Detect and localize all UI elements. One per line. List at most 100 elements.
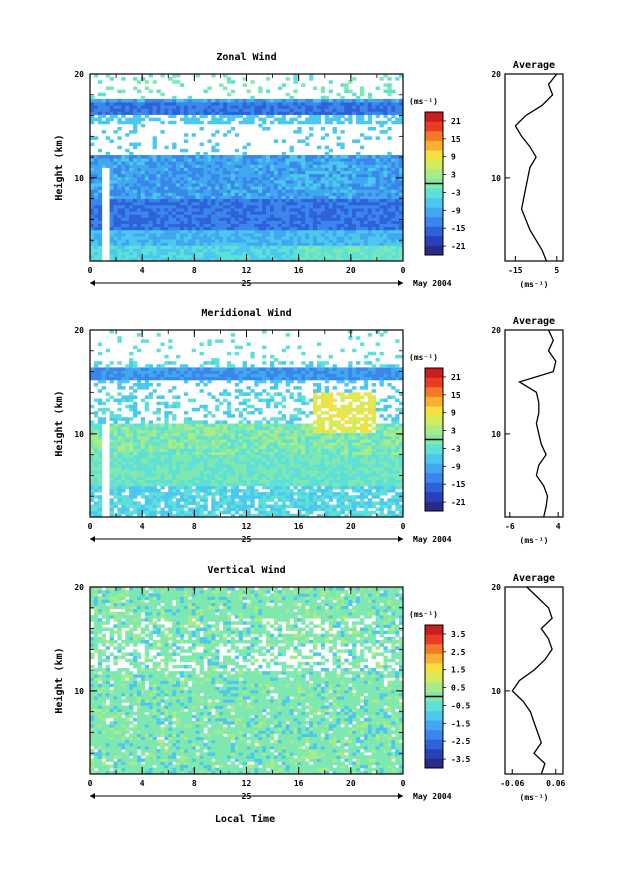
heatmap-cell bbox=[277, 242, 283, 246]
heatmap-cell bbox=[223, 370, 228, 375]
heatmap-cell bbox=[262, 214, 267, 218]
heatmap-cell bbox=[148, 220, 153, 224]
heatmap-cell bbox=[179, 248, 185, 253]
heatmap-cell bbox=[129, 510, 134, 515]
heatmap-cell bbox=[203, 501, 208, 505]
heatmap-cell bbox=[281, 108, 287, 112]
heatmap-cell bbox=[113, 214, 118, 218]
heatmap-cell bbox=[168, 214, 173, 218]
heatmap-cell bbox=[117, 220, 122, 224]
heatmap-cell bbox=[375, 223, 380, 228]
heatmap-cell bbox=[238, 192, 243, 196]
heatmap-cell bbox=[363, 105, 369, 109]
heatmap-cell bbox=[144, 211, 150, 215]
heatmap-cell bbox=[187, 248, 193, 253]
heatmap-cell bbox=[176, 373, 181, 378]
heatmap-cell bbox=[215, 201, 220, 206]
heatmap-cell bbox=[183, 476, 189, 480]
heatmap-cell bbox=[203, 479, 208, 484]
heatmap-cell bbox=[359, 170, 365, 175]
heatmap-cell bbox=[309, 183, 314, 187]
heatmap-cell bbox=[277, 161, 283, 165]
heatmap-cell bbox=[172, 114, 177, 119]
heatmap-cell bbox=[172, 198, 177, 203]
heatmap-cell bbox=[289, 155, 294, 159]
heatmap-cell bbox=[309, 114, 314, 119]
heatmap-cell bbox=[395, 208, 400, 212]
heatmap-cell bbox=[172, 386, 177, 390]
heatmap-cell bbox=[367, 95, 373, 100]
heatmap-cell bbox=[305, 164, 310, 168]
heatmap-cell bbox=[277, 86, 283, 90]
heatmap-cell bbox=[129, 442, 134, 446]
heatmap-cell bbox=[168, 167, 173, 172]
heatmap-cell bbox=[215, 448, 220, 452]
heatmap-cell bbox=[148, 479, 153, 484]
heatmap-cell bbox=[133, 117, 138, 122]
heatmap-cell bbox=[191, 201, 197, 206]
heatmap-cell bbox=[332, 208, 337, 212]
heatmap-cell bbox=[176, 354, 181, 359]
heatmap-cell bbox=[203, 195, 208, 200]
heatmap-cell bbox=[383, 254, 388, 259]
heatmap-cell bbox=[203, 473, 208, 477]
heatmap-cell bbox=[183, 198, 189, 203]
heatmap-cell bbox=[199, 470, 204, 474]
colorbar-swatch bbox=[425, 159, 443, 170]
heatmap-cell bbox=[320, 108, 326, 112]
heatmap-cell bbox=[324, 245, 330, 249]
heatmap-cell bbox=[199, 482, 204, 487]
heatmap-cell bbox=[113, 170, 118, 175]
heatmap-cell bbox=[266, 164, 271, 168]
heatmap-cell bbox=[277, 204, 283, 209]
heatmap-cell bbox=[305, 186, 310, 190]
heatmap-cell bbox=[215, 485, 220, 490]
heatmap-cell bbox=[266, 111, 271, 115]
heatmap-cell bbox=[254, 155, 259, 159]
heatmap-cell bbox=[93, 105, 99, 109]
heatmap-cell bbox=[90, 460, 95, 465]
heatmap-cell bbox=[207, 242, 212, 246]
heatmap-cell bbox=[246, 242, 251, 246]
x-tick-label: 0 bbox=[401, 266, 406, 275]
heatmap-cell bbox=[97, 417, 103, 421]
heatmap-cell bbox=[375, 186, 380, 190]
heatmap-cell bbox=[340, 195, 345, 200]
heatmap-cell bbox=[133, 470, 138, 474]
heatmap-cell bbox=[109, 470, 114, 474]
heatmap-cell bbox=[281, 111, 287, 115]
heatmap-cell bbox=[133, 158, 138, 162]
heatmap-cell bbox=[230, 105, 236, 109]
heatmap-cell bbox=[219, 460, 224, 465]
heatmap-cell bbox=[344, 89, 349, 94]
heatmap-cell bbox=[254, 257, 259, 262]
heatmap-cell bbox=[133, 155, 138, 159]
heatmap-cell bbox=[113, 195, 118, 200]
heatmap-cell bbox=[207, 457, 212, 462]
heatmap-cell bbox=[125, 467, 130, 471]
heatmap-cell bbox=[363, 108, 369, 112]
heatmap-cell bbox=[160, 439, 165, 443]
heatmap-cell bbox=[230, 126, 236, 131]
heatmap-cell bbox=[234, 464, 240, 468]
heatmap-cell bbox=[226, 454, 232, 459]
heatmap-cell bbox=[144, 186, 150, 190]
heatmap-cell bbox=[90, 173, 95, 178]
heatmap-cell bbox=[363, 242, 369, 246]
heatmap-cell bbox=[172, 414, 177, 418]
x-tick-label: 8 bbox=[192, 266, 197, 275]
heatmap-cell bbox=[129, 407, 134, 412]
heatmap-cell bbox=[254, 161, 259, 165]
heatmap-cell bbox=[293, 179, 298, 184]
heatmap-cell bbox=[297, 198, 302, 203]
heatmap-cell bbox=[117, 254, 122, 259]
heatmap-cell bbox=[356, 179, 361, 184]
heatmap-cell bbox=[207, 167, 212, 172]
heatmap-cell bbox=[90, 513, 95, 518]
heatmap-cell bbox=[395, 254, 400, 259]
heatmap-cell bbox=[172, 454, 177, 459]
heatmap-cell bbox=[340, 102, 345, 106]
heatmap-cell bbox=[195, 473, 200, 477]
heatmap-cell bbox=[97, 367, 103, 371]
heatmap-cell bbox=[90, 442, 95, 446]
